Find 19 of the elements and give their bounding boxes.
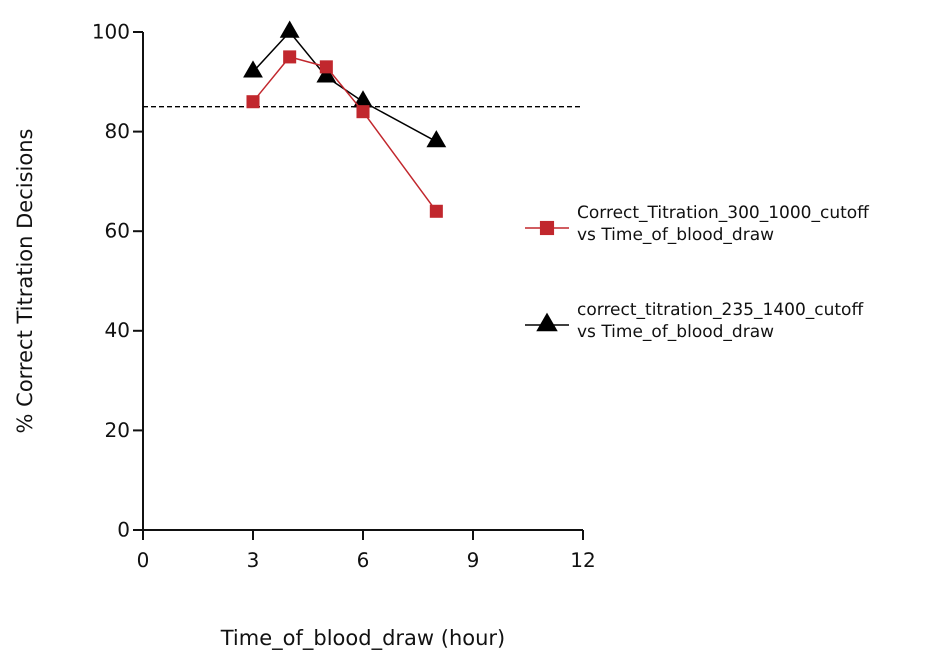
y-tick-label: 20 [104,418,130,442]
y-tick-label: 80 [104,119,130,143]
x-tick-label: 9 [466,548,480,572]
y-tick-label: 40 [104,318,130,342]
point [426,130,446,148]
point [430,204,443,218]
y-axis-title: % Correct Titration Decisions [13,128,37,434]
x-tick-label: 6 [356,548,370,572]
point [243,60,263,78]
x-tick-label: 12 [570,548,596,572]
x-tick-label: 0 [136,548,150,572]
legend-label: Correct_Titration_300_1000_cutoff vs Time_of_blood_draw [577,203,870,246]
legend-label: correct_titration_235_1400_cutoff vs Time_of_blood_draw [577,300,864,342]
y-tick-label: 60 [104,218,130,243]
x-tick-label: 3 [246,548,260,572]
y-tick-label: 100 [92,19,130,44]
y-tick-label: 0 [117,517,130,542]
point [280,20,300,38]
x-axis-title: Time_of_blood_draw (hour) [220,626,506,650]
